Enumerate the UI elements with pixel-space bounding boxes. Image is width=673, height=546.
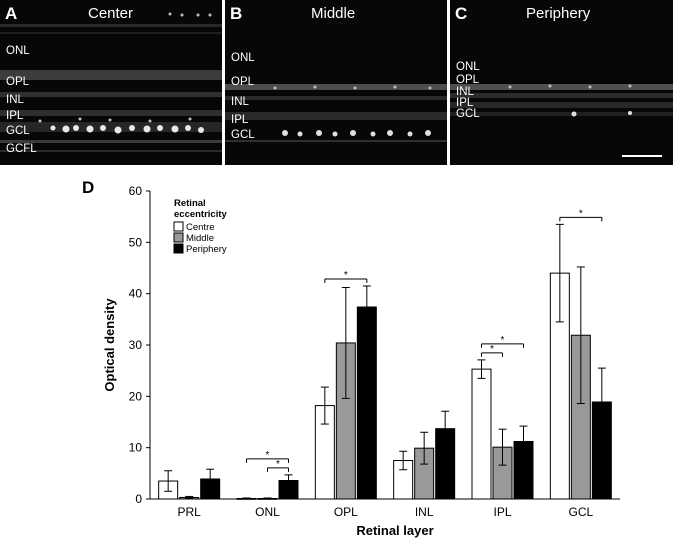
layer-label-ipl: IPL — [456, 97, 474, 109]
significance-star: * — [490, 344, 494, 355]
layer-label-gcl: GCL — [6, 125, 30, 137]
y-tick-label: 30 — [129, 338, 143, 352]
layer-label-opl: OPL — [231, 76, 255, 88]
layer-label-onl: ONL — [6, 45, 30, 57]
scale-bar — [622, 155, 662, 157]
chart-svg: 0 10 20 30 40 50 60 Optical density Retinal laye… — [102, 184, 620, 538]
layer-label-onl: ONL — [456, 61, 480, 73]
legend-label: Middle — [186, 233, 214, 244]
layer-label-gcl: GCL — [231, 129, 255, 141]
y-tick-label: 50 — [129, 235, 143, 249]
legend-swatch — [173, 243, 184, 254]
legend-label: Periphery — [186, 244, 227, 255]
legend-swatch — [173, 232, 184, 243]
panel-title-middle: Middle — [311, 5, 356, 22]
legend-label: Centre — [186, 222, 215, 233]
micrograph-image-middle — [225, 0, 447, 165]
layer-label-opl: OPL — [456, 74, 480, 86]
significance-star: * — [266, 450, 270, 461]
micrograph-panel-middle: B Middle ONL OPL INL IPL GCL — [225, 0, 447, 165]
layer-label-ipl: IPL — [231, 114, 249, 126]
layer-label-onl: ONL — [231, 52, 255, 64]
panel-letter-d: D — [82, 178, 95, 197]
legend-swatch — [173, 221, 184, 232]
panel-title-center: Center — [88, 5, 134, 22]
y-tick-label: 60 — [129, 184, 143, 198]
y-tick-label: 40 — [129, 287, 143, 301]
panel-title-periphery: Periphery — [526, 5, 591, 22]
micrograph-panel-center: A Center ONL OPL INL IPL GCL GCFL — [0, 0, 222, 165]
micrograph-panel-periphery: C Periphery ONL OPL INL IPL GCL — [450, 0, 673, 165]
significance-star: * — [579, 208, 583, 219]
bar — [356, 306, 377, 500]
legend-title: eccentricity — [174, 209, 228, 220]
micrograph-image-center — [0, 0, 222, 165]
layer-label-inl: INL — [6, 94, 24, 106]
x-axis-title: Retinal layer — [356, 523, 433, 538]
x-tick-label: ONL — [255, 505, 280, 519]
y-tick-label: 10 — [129, 441, 143, 455]
layer-label-gcfl: GCFL — [6, 143, 37, 155]
significance-star: * — [276, 459, 280, 470]
panel-letter-b: B — [230, 4, 243, 23]
layer-label-ipl: IPL — [6, 110, 24, 122]
y-axis-title: Optical density — [102, 298, 117, 392]
significance-star: * — [501, 335, 505, 346]
micrograph-image-periphery — [450, 0, 673, 165]
significance-star: * — [344, 270, 348, 281]
layer-label-opl: OPL — [6, 76, 30, 88]
x-tick-label: INL — [415, 505, 434, 519]
x-tick-label: OPL — [334, 505, 358, 519]
bar — [471, 368, 492, 500]
panel-letter-a: A — [5, 4, 18, 23]
y-tick-label: 20 — [129, 389, 143, 403]
panel-letter-c: C — [455, 4, 468, 23]
x-tick-label: IPL — [493, 505, 511, 519]
y-tick-label: 0 — [135, 492, 142, 506]
layer-label-inl: INL — [456, 86, 474, 98]
bar-chart: 0 10 20 30 40 50 60 Optical density Retinal laye… — [0, 172, 673, 541]
layer-label-gcl: GCL — [456, 108, 480, 120]
x-tick-label: PRL — [177, 505, 201, 519]
legend-title: Retinal — [174, 198, 206, 209]
x-tick-label: GCL — [568, 505, 593, 519]
layer-label-inl: INL — [231, 96, 249, 108]
